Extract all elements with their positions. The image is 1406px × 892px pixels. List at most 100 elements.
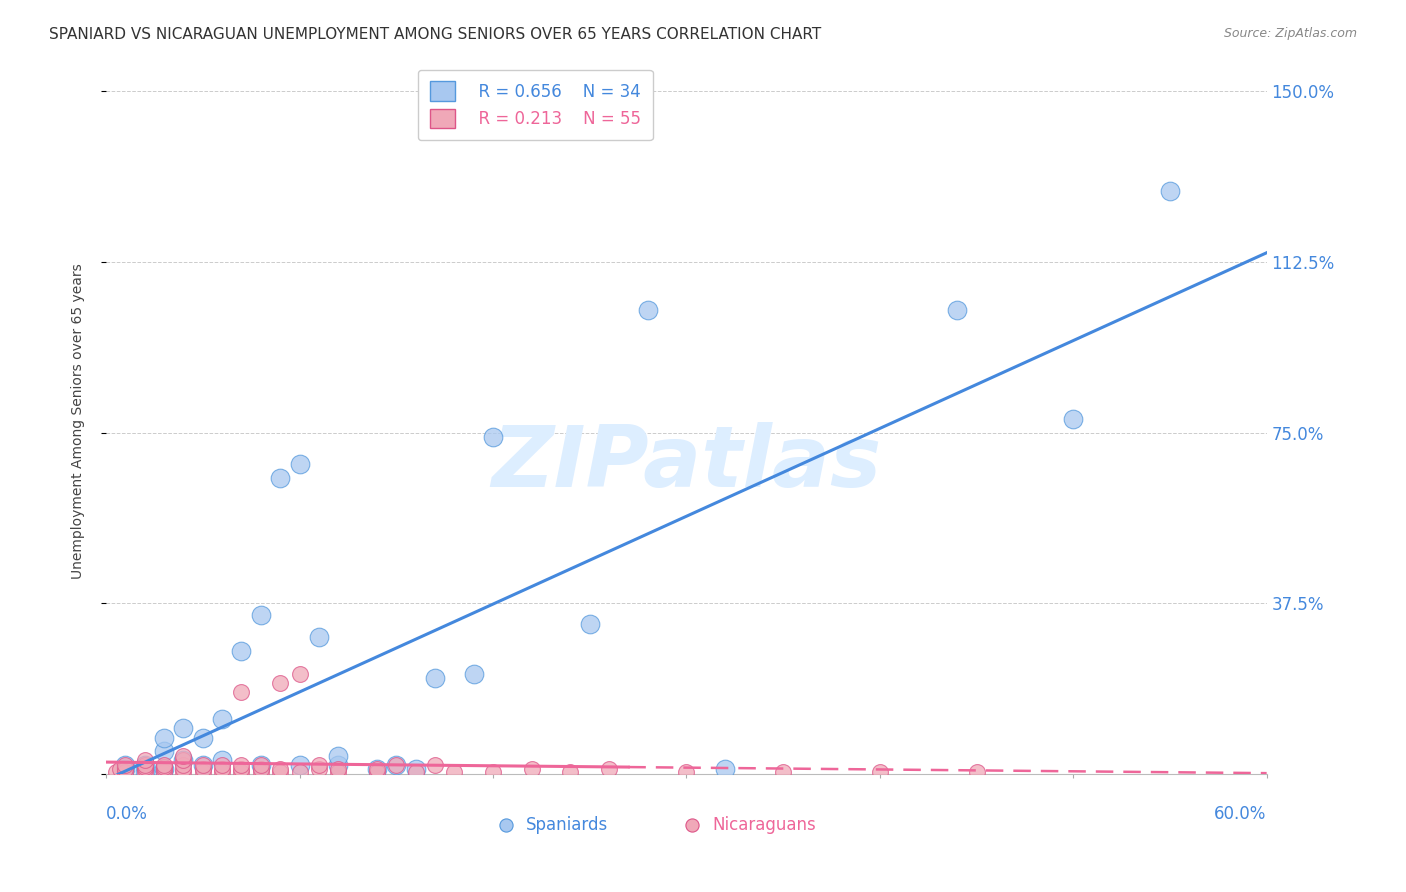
- Point: [191, 757, 214, 772]
- Point: [288, 757, 311, 772]
- Legend:   R = 0.656    N = 34,   R = 0.213    N = 55: R = 0.656 N = 34, R = 0.213 N = 55: [418, 70, 652, 140]
- Point: [172, 764, 194, 779]
- Point: [191, 757, 214, 772]
- Point: [269, 763, 291, 777]
- Point: [482, 764, 505, 779]
- Point: [423, 757, 446, 772]
- Point: [172, 757, 194, 772]
- Point: [366, 763, 388, 777]
- Point: [153, 763, 176, 777]
- Text: Source: ZipAtlas.com: Source: ZipAtlas.com: [1223, 27, 1357, 40]
- Point: [288, 458, 311, 472]
- Text: ZIPatlas: ZIPatlas: [491, 422, 882, 505]
- Point: [1071, 799, 1094, 814]
- Point: [211, 753, 233, 767]
- Point: [172, 753, 194, 767]
- Point: [104, 764, 127, 779]
- Point: [231, 763, 253, 777]
- Point: [250, 607, 273, 622]
- Point: [134, 757, 156, 772]
- Point: [172, 748, 194, 763]
- Point: [328, 757, 350, 772]
- Point: [134, 760, 156, 774]
- Point: [153, 764, 176, 779]
- Point: [308, 757, 330, 772]
- Point: [134, 753, 156, 767]
- Point: [366, 763, 388, 777]
- Point: [405, 763, 427, 777]
- Point: [191, 763, 214, 777]
- Point: [385, 757, 408, 772]
- Point: [153, 757, 176, 772]
- Point: [385, 757, 408, 772]
- Point: [114, 764, 136, 779]
- Point: [675, 764, 697, 779]
- Point: [308, 763, 330, 777]
- Point: [211, 757, 233, 772]
- Point: [405, 764, 427, 779]
- Point: [946, 302, 969, 317]
- Point: [366, 764, 388, 779]
- Point: [191, 764, 214, 779]
- Point: [520, 763, 543, 777]
- Point: [114, 757, 136, 772]
- Point: [114, 763, 136, 777]
- Point: [966, 764, 988, 779]
- Point: [211, 763, 233, 777]
- Point: [328, 763, 350, 777]
- Point: [134, 764, 156, 779]
- Point: [250, 764, 273, 779]
- Text: 0.0%: 0.0%: [105, 805, 148, 822]
- Text: Nicaraguans: Nicaraguans: [711, 816, 815, 834]
- Point: [328, 764, 350, 779]
- Text: SPANIARD VS NICARAGUAN UNEMPLOYMENT AMONG SENIORS OVER 65 YEARS CORRELATION CHAR: SPANIARD VS NICARAGUAN UNEMPLOYMENT AMON…: [49, 27, 821, 42]
- Point: [560, 764, 582, 779]
- Point: [250, 763, 273, 777]
- Point: [288, 666, 311, 681]
- Point: [463, 666, 485, 681]
- Point: [288, 764, 311, 779]
- Point: [250, 757, 273, 772]
- Point: [1062, 412, 1084, 426]
- Point: [153, 731, 176, 745]
- Point: [269, 471, 291, 485]
- Point: [153, 763, 176, 777]
- Point: [328, 748, 350, 763]
- Text: 60.0%: 60.0%: [1215, 805, 1267, 822]
- Text: Spaniards: Spaniards: [526, 816, 609, 834]
- Point: [231, 757, 253, 772]
- Point: [108, 763, 131, 777]
- Point: [114, 763, 136, 777]
- Point: [231, 644, 253, 658]
- Point: [762, 799, 785, 814]
- Point: [269, 676, 291, 690]
- Y-axis label: Unemployment Among Seniors over 65 years: Unemployment Among Seniors over 65 years: [72, 263, 86, 579]
- Point: [211, 764, 233, 779]
- Point: [172, 722, 194, 736]
- Point: [153, 760, 176, 774]
- Point: [308, 631, 330, 645]
- Point: [423, 672, 446, 686]
- Point: [598, 763, 620, 777]
- Point: [134, 764, 156, 779]
- Point: [153, 744, 176, 758]
- Point: [1159, 185, 1181, 199]
- Point: [714, 763, 737, 777]
- Point: [269, 764, 291, 779]
- Point: [772, 764, 794, 779]
- Point: [172, 763, 194, 777]
- Point: [482, 430, 505, 444]
- Point: [637, 302, 659, 317]
- Point: [134, 757, 156, 772]
- Point: [578, 616, 600, 631]
- Point: [172, 753, 194, 767]
- Point: [250, 757, 273, 772]
- Point: [191, 731, 214, 745]
- Point: [211, 712, 233, 726]
- Point: [134, 763, 156, 777]
- Point: [443, 764, 465, 779]
- Point: [231, 685, 253, 699]
- Point: [114, 757, 136, 772]
- Point: [869, 764, 891, 779]
- Point: [231, 764, 253, 779]
